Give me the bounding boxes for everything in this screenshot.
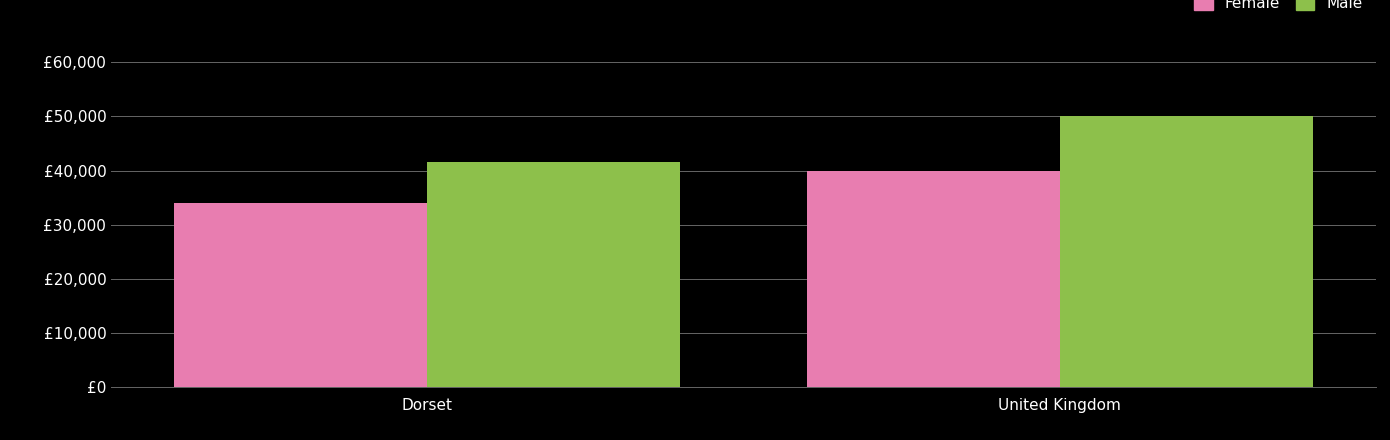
Bar [1061, 117, 1312, 387]
Legend: Female, Male: Female, Male [1188, 0, 1369, 17]
Bar [427, 162, 681, 387]
Bar [175, 203, 428, 387]
Bar [806, 171, 1061, 387]
